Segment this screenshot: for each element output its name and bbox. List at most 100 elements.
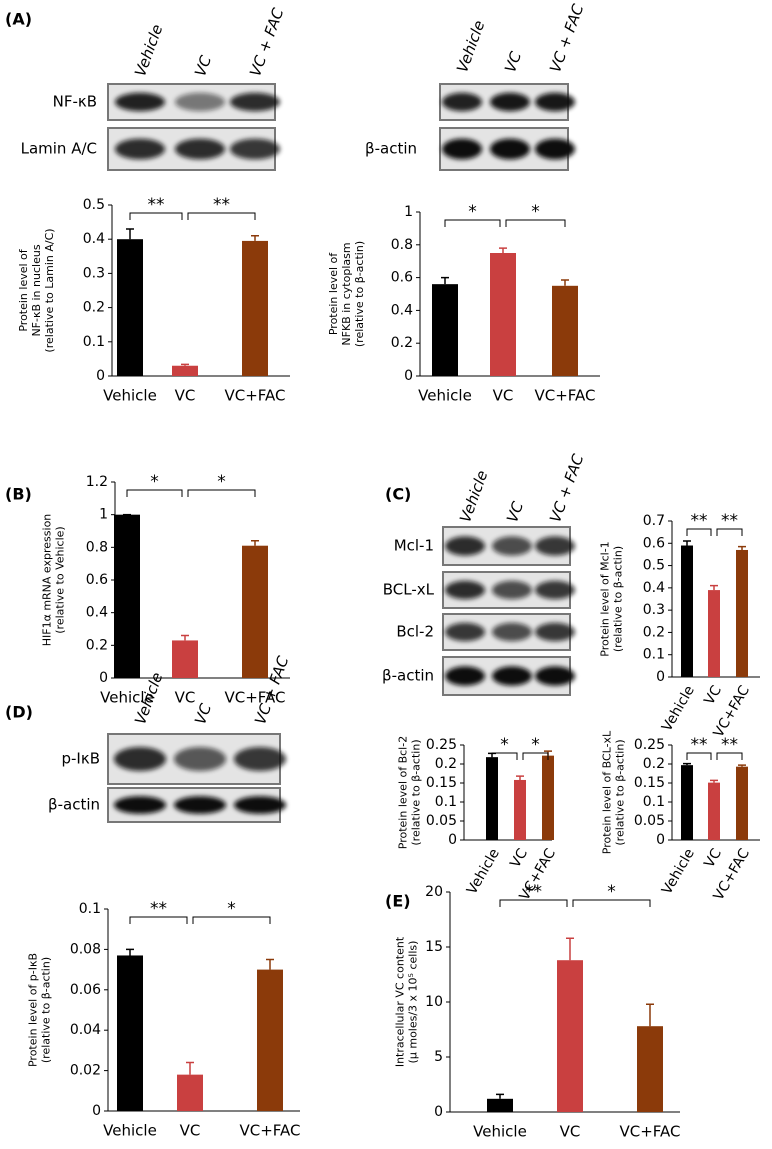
x-tick-label: Vehicle bbox=[418, 387, 472, 405]
bar bbox=[117, 239, 143, 376]
lane-label: VC bbox=[501, 49, 525, 75]
significance-bracket bbox=[686, 528, 712, 536]
blot-band bbox=[114, 747, 166, 771]
x-tick-label: Vehicle bbox=[103, 387, 157, 405]
x-tick-label: VC+FAC bbox=[224, 387, 285, 405]
bar bbox=[514, 779, 526, 840]
panel-label: (A) bbox=[5, 10, 32, 29]
significance-bracket bbox=[716, 752, 743, 760]
y-axis-label: (relative to β-actin) bbox=[612, 546, 625, 652]
y-tick-label: 0.6 bbox=[86, 572, 108, 588]
bar bbox=[637, 1026, 663, 1112]
y-tick-label: 0.25 bbox=[426, 737, 457, 753]
y-axis-label: Protein level of BCL-xL bbox=[601, 730, 614, 854]
y-axis-label: Protein level of Bcl-2 bbox=[397, 736, 410, 849]
blot-band bbox=[445, 666, 485, 686]
x-tick-label: VC+FAC bbox=[239, 1122, 300, 1140]
y-tick-label: 0.8 bbox=[391, 237, 413, 253]
blot-band bbox=[234, 747, 286, 771]
bar bbox=[177, 1074, 203, 1111]
y-tick-label: 0 bbox=[656, 832, 665, 848]
y-tick-label: 0.04 bbox=[70, 1022, 101, 1038]
significance-label: * bbox=[531, 202, 540, 222]
significance-label: * bbox=[500, 735, 509, 755]
y-tick-label: 1 bbox=[404, 204, 413, 220]
x-tick-label: VC bbox=[560, 1123, 581, 1141]
y-axis-label: HIF1α mRNA expression bbox=[41, 514, 54, 647]
significance-label: ** bbox=[213, 195, 230, 215]
bar bbox=[736, 766, 748, 840]
y-tick-label: 0.2 bbox=[435, 756, 457, 772]
blot-band bbox=[174, 796, 226, 814]
y-tick-label: 0.2 bbox=[391, 335, 413, 351]
significance-label: ** bbox=[691, 511, 708, 531]
error-bar bbox=[499, 247, 507, 253]
significance-label: ** bbox=[148, 195, 165, 215]
y-tick-label: 0.4 bbox=[391, 302, 413, 318]
x-tick-label: VC+FAC bbox=[224, 689, 285, 707]
y-axis-label: (relative to Lamin A/C) bbox=[43, 228, 56, 352]
panel-label: (B) bbox=[5, 485, 32, 504]
blot-band bbox=[115, 92, 165, 112]
y-tick-label: 0.8 bbox=[86, 539, 108, 555]
blot-band bbox=[492, 622, 532, 642]
blot-band bbox=[445, 536, 485, 556]
significance-label: * bbox=[607, 882, 616, 902]
y-tick-label: 0 bbox=[92, 1103, 101, 1119]
x-tick-label: Vehicle bbox=[464, 846, 503, 897]
bar bbox=[557, 960, 583, 1112]
blot-band bbox=[175, 138, 225, 160]
row-label: β-actin bbox=[365, 140, 417, 158]
y-tick-label: 0.2 bbox=[86, 637, 108, 653]
x-tick-label: VC bbox=[493, 387, 514, 405]
blot-band bbox=[442, 138, 482, 160]
error-bar bbox=[181, 363, 189, 366]
y-axis-label: Protein level of bbox=[327, 252, 340, 335]
row-label: Bcl-2 bbox=[396, 623, 434, 641]
error-bar bbox=[181, 634, 189, 641]
y-tick-label: 1.2 bbox=[86, 474, 108, 490]
bar bbox=[242, 545, 268, 678]
lane-label: VC bbox=[503, 499, 527, 525]
y-tick-label: 0.06 bbox=[70, 982, 101, 998]
x-tick-label: Vehicle bbox=[103, 1122, 157, 1140]
significance-bracket bbox=[499, 899, 568, 907]
y-axis-label: Protein level of Mcl-1 bbox=[599, 541, 612, 656]
error-bar bbox=[186, 1061, 194, 1075]
bar bbox=[487, 1098, 513, 1112]
y-tick-label: 0.7 bbox=[643, 513, 665, 529]
row-label: β-actin bbox=[48, 796, 100, 814]
row-label: Lamin A/C bbox=[21, 140, 97, 158]
error-bar bbox=[738, 545, 746, 550]
y-tick-label: 0.4 bbox=[83, 231, 105, 247]
y-tick-label: 0.4 bbox=[86, 605, 108, 621]
significance-bracket bbox=[192, 916, 271, 924]
y-axis-label: Protein level of p-IκB bbox=[27, 953, 40, 1067]
blot-band bbox=[234, 796, 286, 814]
panel-label: (C) bbox=[385, 485, 411, 504]
y-tick-label: 0.1 bbox=[83, 334, 105, 350]
y-tick-label: 0 bbox=[99, 670, 108, 686]
bar bbox=[552, 285, 578, 376]
blot-band bbox=[114, 796, 166, 814]
bar bbox=[257, 969, 283, 1111]
y-tick-label: 0.6 bbox=[391, 270, 413, 286]
error-bar bbox=[710, 584, 718, 591]
significance-bracket bbox=[716, 528, 743, 536]
blot-band bbox=[175, 92, 225, 112]
bar bbox=[708, 782, 720, 840]
blot-band bbox=[490, 92, 530, 112]
y-tick-label: 20 bbox=[425, 884, 443, 900]
y-axis-label: NF-κB in nucleus bbox=[30, 244, 43, 336]
y-tick-label: 0.2 bbox=[83, 300, 105, 316]
y-axis-label: Intracellular VC content bbox=[394, 936, 407, 1067]
x-tick-label: VC bbox=[175, 689, 196, 707]
row-label: NF-κB bbox=[53, 93, 97, 111]
x-tick-label: Vehicle bbox=[659, 846, 698, 897]
x-tick-label: VC bbox=[701, 683, 725, 708]
y-tick-label: 0.1 bbox=[79, 901, 101, 917]
blot-band bbox=[535, 666, 575, 686]
bar bbox=[490, 253, 516, 376]
blot-band bbox=[230, 138, 280, 160]
lane-label: VC bbox=[191, 53, 215, 79]
